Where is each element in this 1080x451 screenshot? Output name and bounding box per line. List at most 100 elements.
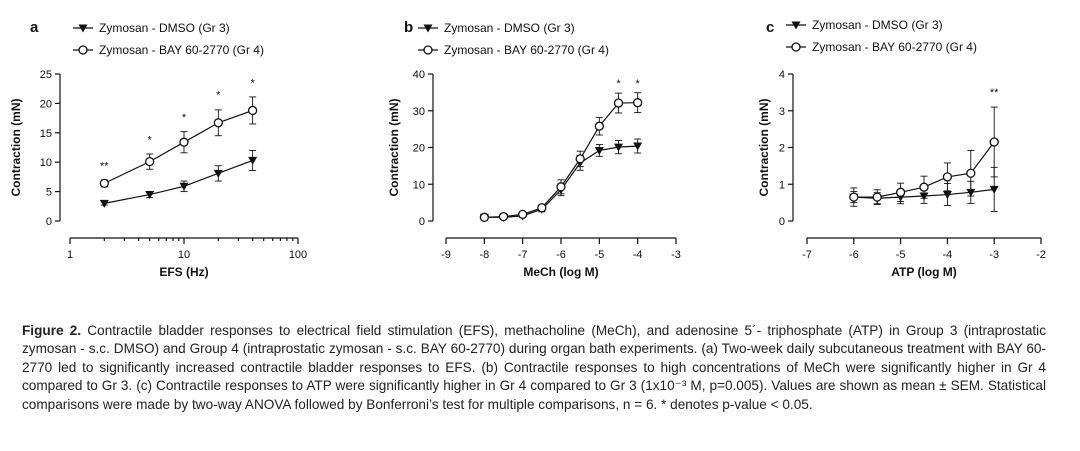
open-circle-marker	[213, 118, 223, 128]
legend-label: Zymosan - BAY 60-2770 (Gr 4)	[812, 40, 977, 54]
filled-triangle-marker	[614, 143, 623, 152]
filled-triangle-marker	[942, 191, 952, 200]
filled-triangle-marker	[213, 169, 223, 178]
y-axis-label: Contraction (mN)	[757, 99, 771, 197]
significance-annotation: **	[100, 160, 109, 172]
filled-triangle-marker	[145, 191, 155, 200]
legend-item: Zymosan - BAY 60-2770 (Gr 4)	[418, 43, 609, 57]
panel-label: b	[404, 19, 413, 36]
caption-label: Figure 2.	[22, 323, 82, 338]
x-tick-label: -6	[556, 249, 566, 261]
legend-label: Zymosan - DMSO (Gr 3)	[444, 21, 575, 35]
y-tick-label: 40	[413, 69, 425, 81]
open-circle-marker	[633, 98, 643, 108]
open-circle-marker	[78, 45, 88, 55]
x-tick-label: -4	[943, 249, 953, 261]
open-circle-marker	[479, 212, 489, 222]
significance-annotation: **	[990, 87, 999, 99]
significance-annotation: *	[616, 78, 621, 90]
y-tick-label: 1	[779, 179, 785, 191]
filled-triangle-marker	[78, 24, 88, 33]
open-circle-marker	[919, 182, 929, 192]
panel-label: a	[30, 19, 39, 36]
open-circle-marker	[966, 168, 976, 178]
y-tick-label: 0	[419, 216, 425, 228]
filled-triangle-marker	[989, 185, 999, 194]
legend-label: Zymosan - DMSO (Gr 3)	[99, 21, 230, 35]
filled-triangle-marker	[179, 182, 189, 191]
x-tick-label: -3	[671, 249, 681, 261]
significance-annotation: *	[216, 90, 221, 102]
open-circle-marker	[247, 105, 258, 116]
open-circle-marker	[942, 172, 953, 182]
open-circle-marker	[791, 42, 801, 52]
x-tick-label: 100	[289, 249, 307, 261]
open-circle-marker	[145, 156, 155, 167]
x-tick-label: -3	[989, 249, 999, 261]
y-tick-label: 4	[779, 69, 785, 81]
x-tick-label: -4	[633, 249, 643, 261]
x-tick-label: 1	[67, 249, 73, 261]
open-circle-marker	[849, 192, 859, 202]
open-circle-marker	[895, 187, 906, 197]
filled-triangle-marker	[791, 21, 801, 30]
series-dmso-gr3	[99, 149, 258, 208]
filled-triangle-marker	[594, 146, 604, 155]
y-tick-label: 25	[40, 69, 52, 81]
open-circle-marker	[498, 211, 509, 222]
y-tick-label: 2	[779, 143, 785, 155]
filled-triangle-marker	[633, 142, 643, 151]
x-tick-label: -7	[802, 249, 812, 261]
y-tick-label: 5	[46, 187, 52, 199]
y-tick-label: 10	[413, 179, 425, 191]
open-circle-marker	[99, 178, 109, 189]
legend-item: Zymosan - DMSO (Gr 3)	[786, 18, 943, 32]
legend-label: Zymosan - BAY 60-2770 (Gr 4)	[444, 43, 609, 57]
y-tick-label: 0	[779, 216, 785, 228]
series-line	[484, 102, 638, 218]
caption-text: Contractile bladder responses to electri…	[22, 323, 1046, 412]
x-tick-label: -2	[1036, 249, 1046, 261]
open-circle-marker	[575, 154, 585, 164]
open-circle-marker	[518, 209, 528, 220]
series-bay-gr4	[479, 92, 643, 222]
x-axis-label: ATP (log M)	[891, 265, 957, 279]
y-tick-label: 20	[413, 143, 425, 155]
legend-item: Zymosan - BAY 60-2770 (Gr 4)	[786, 40, 977, 54]
filled-triangle-marker	[99, 199, 109, 208]
y-tick-label: 10	[40, 157, 52, 169]
open-circle-marker	[556, 182, 566, 192]
y-tick-label: 3	[779, 106, 785, 118]
legend-item: Zymosan - DMSO (Gr 3)	[418, 21, 575, 35]
filled-triangle-marker	[248, 156, 258, 165]
x-tick-label: -5	[896, 249, 906, 261]
filled-triangle-marker	[423, 24, 433, 33]
x-tick-label: 10	[178, 249, 190, 261]
legend-item: Zymosan - BAY 60-2770 (Gr 4)	[73, 43, 264, 57]
legend-label: Zymosan - DMSO (Gr 3)	[812, 18, 943, 32]
x-tick-label: -5	[594, 249, 604, 261]
significance-annotation: *	[182, 112, 187, 124]
open-circle-marker	[613, 98, 624, 108]
y-tick-label: 20	[40, 98, 52, 110]
significance-annotation: *	[148, 134, 153, 146]
open-circle-marker	[537, 203, 547, 213]
panel-label: c	[766, 19, 774, 36]
series-line	[104, 159, 253, 204]
y-axis-label: Contraction (mN)	[9, 99, 23, 197]
open-circle-marker	[423, 45, 433, 55]
x-tick-label: -7	[518, 249, 528, 261]
panel-a: a 0 5 10 15 20 25 1 10 100 EFS (Hz) Contraction (mN…	[9, 19, 307, 279]
y-axis-label: Contraction (mN)	[387, 99, 401, 197]
x-tick-label: -6	[849, 249, 859, 261]
x-tick-label: -9	[441, 249, 451, 261]
open-circle-marker	[594, 121, 604, 131]
open-circle-marker	[179, 137, 189, 147]
x-axis-label: MeCh (log M)	[523, 265, 598, 279]
panel-c: c 0 1 2 3 4 -7 -6 -5 -4 -3 -2 ATP (log M) Contraction…	[757, 18, 1046, 279]
series-bay-gr4	[849, 106, 999, 207]
legend-label: Zymosan - BAY 60-2770 (Gr 4)	[99, 43, 264, 57]
x-axis-label: EFS (Hz)	[159, 265, 208, 279]
y-tick-label: 15	[40, 128, 52, 140]
